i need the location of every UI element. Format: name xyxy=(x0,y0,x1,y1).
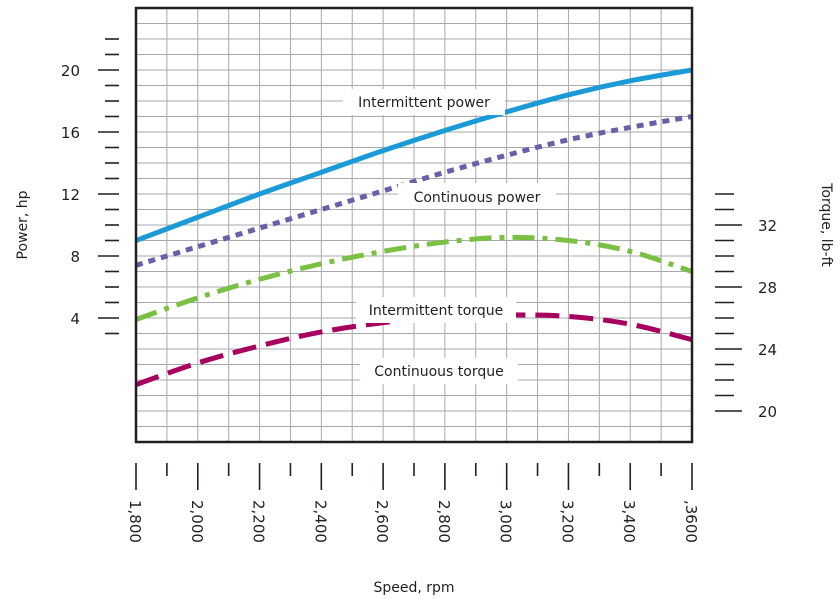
bottom-tick-label: ,3600 xyxy=(682,500,700,543)
bottom-axis: 1,800 2,000 2,200 2,400 2,600 2,800 3,000 3,200… xyxy=(126,463,700,543)
curve-label-intermittent-torque: Intermittent torque xyxy=(369,303,503,319)
bottom-tick-label: 3,000 xyxy=(497,500,515,543)
label-bg-intermittent-power xyxy=(343,89,505,115)
left-tick-label: 12 xyxy=(61,186,80,204)
plot-border xyxy=(134,6,694,444)
left-tick-label: 20 xyxy=(61,62,80,80)
left-tick-label: 16 xyxy=(61,124,80,142)
right-axis: 20 24 28 32 xyxy=(715,193,777,421)
bottom-tick-label: 2,800 xyxy=(435,500,453,543)
left-axis: 4 8 12 16 20 xyxy=(61,38,119,335)
bottom-tick-label: 1,800 xyxy=(126,500,144,543)
bottom-tick-label: 2,600 xyxy=(373,500,391,543)
curve-label-intermittent-power: Intermittent power xyxy=(358,95,490,111)
left-tick-label: 4 xyxy=(70,310,80,328)
label-bg-continuous-power xyxy=(398,183,556,209)
right-tick-label: 28 xyxy=(758,279,777,297)
series-line-intermittent-power xyxy=(136,67,692,243)
curve-label-continuous-power: Continuous power xyxy=(414,190,541,206)
bottom-tick-label: 2,000 xyxy=(188,500,206,543)
right-tick-label: 32 xyxy=(758,217,777,235)
series-line-intermittent-torque xyxy=(136,234,692,322)
label-bg-intermittent-torque xyxy=(356,297,516,323)
curve-label-continuous-torque: Continuous torque xyxy=(374,364,503,380)
right-tick-label: 20 xyxy=(758,403,777,421)
bottom-tick-label: 3,200 xyxy=(558,500,576,543)
right-tick-label: 24 xyxy=(758,341,777,359)
x-axis-title: Speed, rpm xyxy=(373,580,454,596)
bottom-tick-label: 2,200 xyxy=(250,500,268,543)
left-tick-label: 8 xyxy=(70,248,80,266)
curve-labels: Intermittent power Continuous power Inte… xyxy=(343,89,556,384)
label-bg-continuous-torque xyxy=(360,358,518,384)
bottom-tick-label: 2,400 xyxy=(311,500,329,543)
left-axis-title: Power, hp xyxy=(15,190,31,259)
right-axis-title: Torque, lb-ft xyxy=(818,182,834,267)
bottom-tick-label: 3,400 xyxy=(620,500,638,543)
